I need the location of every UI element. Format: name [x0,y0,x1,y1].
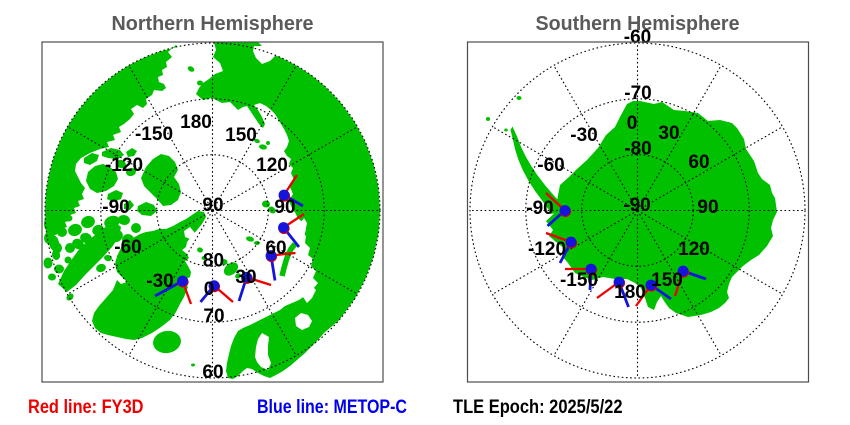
svg-text:-90: -90 [526,198,553,219]
svg-text:-30: -30 [570,125,597,146]
svg-text:Blue line: METOP-C: Blue line: METOP-C [257,397,407,418]
svg-text:-120: -120 [105,155,143,176]
svg-text:60: 60 [202,362,223,383]
svg-text:-60: -60 [537,155,564,176]
svg-text:-80: -80 [624,139,651,160]
svg-text:90: 90 [274,197,295,218]
svg-text:Northern Hemisphere: Northern Hemisphere [112,13,314,35]
svg-text:120: 120 [256,155,288,176]
svg-text:-150: -150 [560,270,598,291]
svg-text:80: 80 [203,250,224,271]
svg-text:0: 0 [204,279,215,300]
svg-text:TLE Epoch: 2025/5/22: TLE Epoch: 2025/5/22 [453,397,623,418]
svg-text:-90: -90 [102,197,129,218]
svg-text:0: 0 [627,113,638,134]
svg-text:-90: -90 [623,195,650,216]
svg-text:90: 90 [202,195,223,216]
svg-text:90: 90 [697,197,718,218]
svg-text:150: 150 [651,270,683,291]
svg-text:-70: -70 [624,83,651,104]
svg-text:180: 180 [180,112,212,133]
svg-text:-150: -150 [135,124,173,145]
svg-text:-120: -120 [528,239,566,260]
svg-text:Red line: FY3D: Red line: FY3D [28,397,144,418]
svg-text:30: 30 [658,123,679,144]
svg-text:60: 60 [688,152,709,173]
svg-text:-30: -30 [146,271,173,292]
svg-text:70: 70 [203,306,224,327]
svg-text:Southern Hemisphere: Southern Hemisphere [536,13,740,35]
svg-text:60: 60 [265,238,286,259]
svg-text:150: 150 [225,125,257,146]
svg-text:30: 30 [235,267,256,288]
svg-text:180: 180 [614,282,646,303]
svg-text:-60: -60 [114,237,141,258]
svg-text:120: 120 [678,239,710,260]
svg-text:-60: -60 [624,27,651,48]
